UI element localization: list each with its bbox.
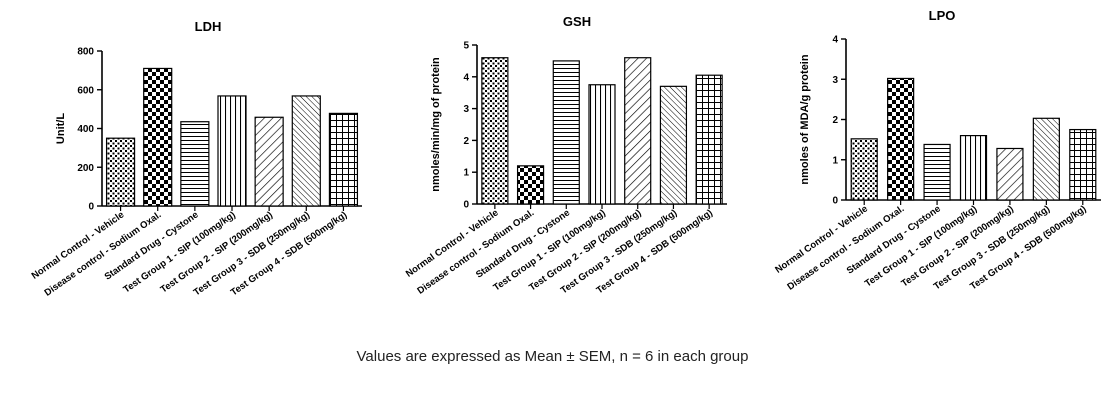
- y-tick-label: 1: [832, 155, 838, 166]
- y-tick-label: 0: [88, 202, 94, 213]
- bar: [695, 74, 723, 205]
- y-tick-label: 1: [463, 168, 469, 179]
- bar: [217, 95, 247, 207]
- y-axis-label: Unit/L: [55, 113, 67, 144]
- chart-title: LPO: [929, 8, 956, 23]
- y-tick-label: 200: [77, 163, 94, 174]
- bar: [328, 112, 359, 207]
- y-tick-label: 3: [832, 75, 838, 86]
- bar: [180, 121, 210, 207]
- bar: [1032, 117, 1060, 201]
- y-axis-label: nmoles of MDA/g protein: [799, 54, 811, 184]
- bar: [254, 116, 284, 207]
- figure-caption: Values are expressed as Mean ± SEM, n = …: [356, 348, 749, 365]
- y-tick-label: 800: [77, 47, 94, 58]
- y-tick-label: 0: [463, 200, 469, 211]
- y-tick-label: 3: [463, 104, 469, 115]
- y-tick-label: 4: [832, 35, 838, 46]
- bar: [887, 77, 915, 201]
- bar: [481, 57, 509, 205]
- y-tick-label: 5: [463, 41, 469, 52]
- bar: [850, 138, 878, 201]
- bar: [291, 95, 321, 207]
- bar: [996, 147, 1024, 201]
- bar: [105, 137, 136, 207]
- y-tick-label: 2: [463, 136, 469, 147]
- y-tick-label: 2: [832, 115, 838, 126]
- bar: [516, 165, 545, 205]
- bar: [923, 143, 951, 201]
- y-tick-label: 4: [463, 72, 469, 83]
- bar: [588, 84, 616, 205]
- y-tick-label: 600: [77, 85, 94, 96]
- bar: [1069, 128, 1097, 201]
- bar: [143, 67, 173, 207]
- y-tick-label: 400: [77, 124, 94, 135]
- bar: [959, 135, 988, 201]
- bar: [552, 60, 580, 205]
- bar: [659, 85, 688, 205]
- y-tick-label: 0: [832, 196, 838, 207]
- chart-title: GSH: [563, 14, 591, 29]
- bar: [624, 57, 652, 205]
- chart-title: LDH: [195, 19, 222, 34]
- y-axis-label: nmoles/min/mg of protein: [430, 57, 442, 192]
